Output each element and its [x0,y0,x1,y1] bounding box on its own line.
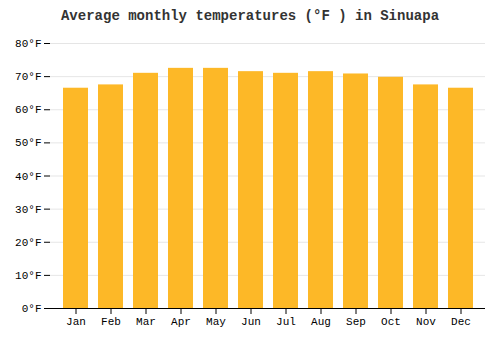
svg-text:Sep: Sep [346,316,366,328]
svg-text:50°F: 50°F [15,137,41,149]
svg-text:Jun: Jun [241,316,261,328]
svg-text:60°F: 60°F [15,104,41,116]
svg-text:80°F: 80°F [15,38,41,50]
svg-text:40°F: 40°F [15,171,41,183]
svg-text:70°F: 70°F [15,71,41,83]
svg-text:Oct: Oct [381,316,401,328]
svg-text:Aug: Aug [311,316,331,328]
html-text:Average monthly temperatures (: Average monthly temperatures (°F ) in Si… [61,8,439,24]
svg-text:Feb: Feb [101,316,121,328]
svg-text:May: May [206,316,226,328]
svg-text:Jan: Jan [66,316,86,328]
svg-text:0°F: 0°F [22,303,42,315]
svg-text:20°F: 20°F [15,237,41,249]
svg-text:Dec: Dec [451,316,471,328]
svg-text:30°F: 30°F [15,204,41,216]
svg-text:Apr: Apr [171,316,191,328]
svg-text:Jul: Jul [276,316,296,328]
svg-text:Nov: Nov [416,316,436,328]
svg-text:10°F: 10°F [15,270,41,282]
svg-text:Mar: Mar [136,316,156,328]
